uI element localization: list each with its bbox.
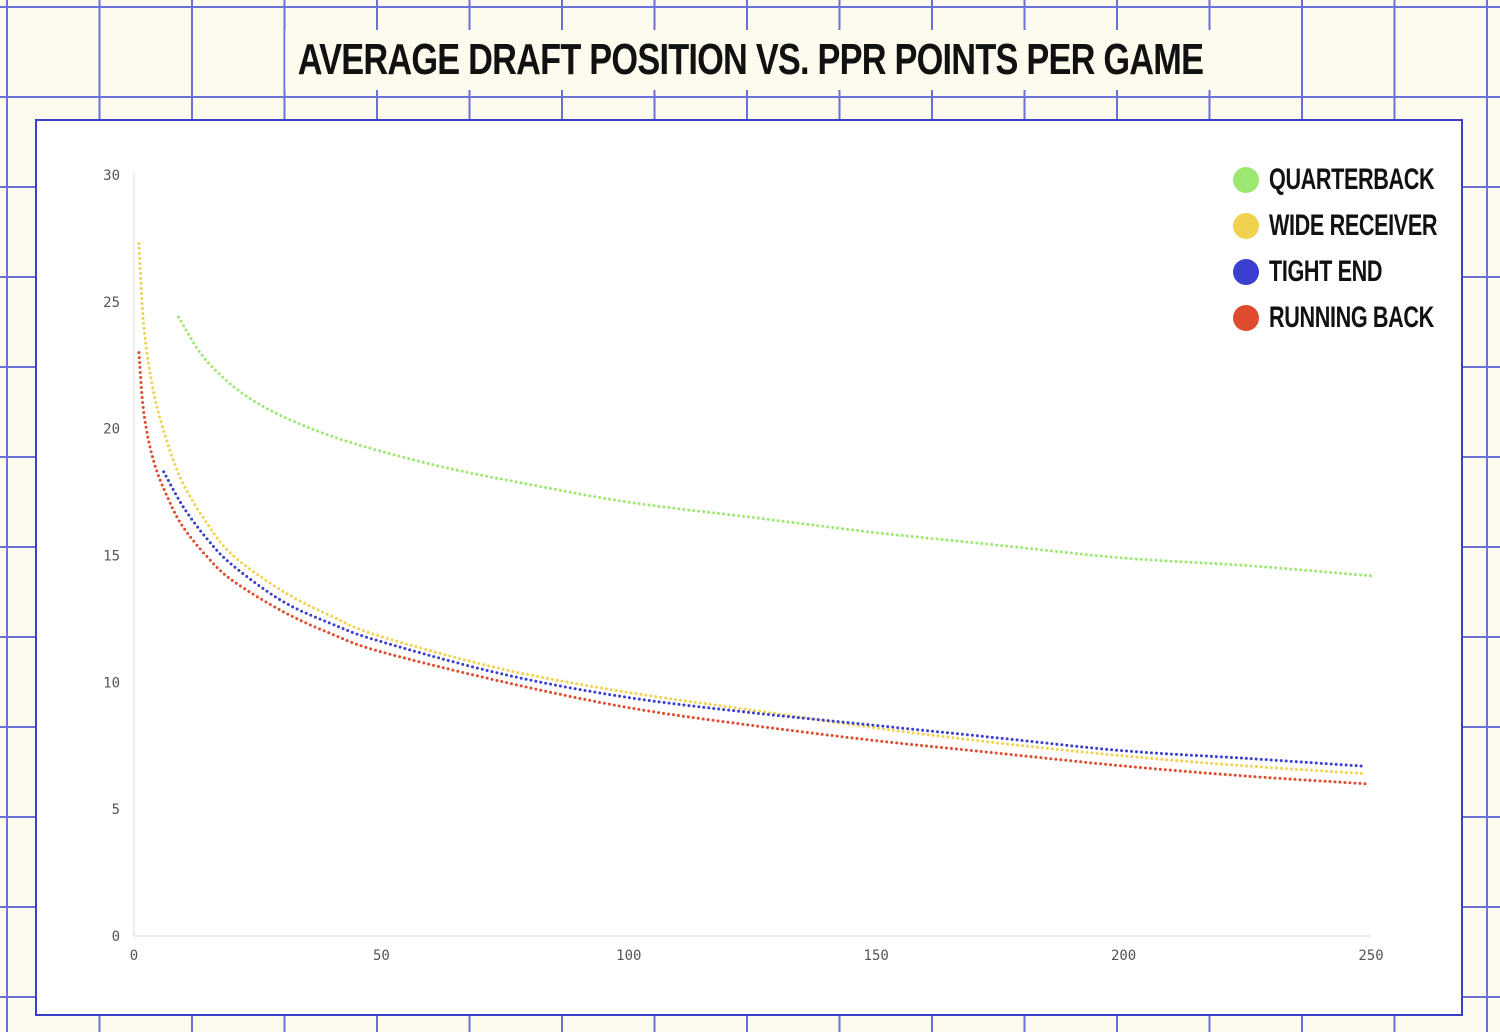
series-line-tight-end	[162, 470, 1363, 768]
x-tick-label: 250	[1358, 948, 1383, 964]
series-line-quarterback	[177, 315, 1373, 578]
x-tick-label: 0	[130, 948, 138, 964]
legend-swatch	[1233, 167, 1259, 193]
line-chart: 0 5 10 15 20 25 30 0 50 100 150 200 250	[103, 168, 1384, 964]
y-tick-label: 30	[103, 168, 120, 184]
y-tick-label: 5	[112, 802, 120, 818]
series-line-running-back	[137, 351, 1368, 786]
y-tick-label: 15	[103, 549, 120, 565]
x-tick-label: 50	[373, 948, 390, 964]
legend: QUARTERBACK WIDE RECEIVER TIGHT END RUNNING…	[1233, 157, 1500, 341]
chart-panel: 0 5 10 15 20 25 30 0 50 100 150 200 250 QUARTERBACK W…	[35, 119, 1463, 1016]
y-tick-label: 0	[112, 929, 120, 945]
chart-title: AVERAGE DRAFT POSITION VS. PPR POINTS PE…	[284, 30, 1216, 90]
y-tick-label: 20	[103, 422, 120, 438]
legend-label: TIGHT END	[1269, 255, 1383, 288]
y-tick-label: 25	[103, 295, 120, 311]
y-tick-label: 10	[103, 675, 120, 691]
legend-swatch	[1233, 305, 1259, 331]
x-tick-label: 100	[616, 948, 641, 964]
legend-label: QUARTERBACK	[1269, 163, 1435, 196]
legend-item-quarterback: QUARTERBACK	[1233, 157, 1500, 203]
legend-swatch	[1233, 259, 1259, 285]
series-line-wide-receiver	[137, 242, 1368, 776]
legend-item-running-back: RUNNING BACK	[1233, 295, 1500, 341]
legend-swatch	[1233, 213, 1259, 239]
legend-label: RUNNING BACK	[1269, 301, 1434, 334]
chart-title-banner: AVERAGE DRAFT POSITION VS. PPR POINTS PE…	[0, 30, 1500, 90]
x-tick-label: 200	[1111, 948, 1136, 964]
legend-label: WIDE RECEIVER	[1269, 209, 1438, 242]
x-tick-label: 150	[864, 948, 889, 964]
legend-item-tight-end: TIGHT END	[1233, 249, 1500, 295]
legend-item-wide-receiver: WIDE RECEIVER	[1233, 203, 1500, 249]
